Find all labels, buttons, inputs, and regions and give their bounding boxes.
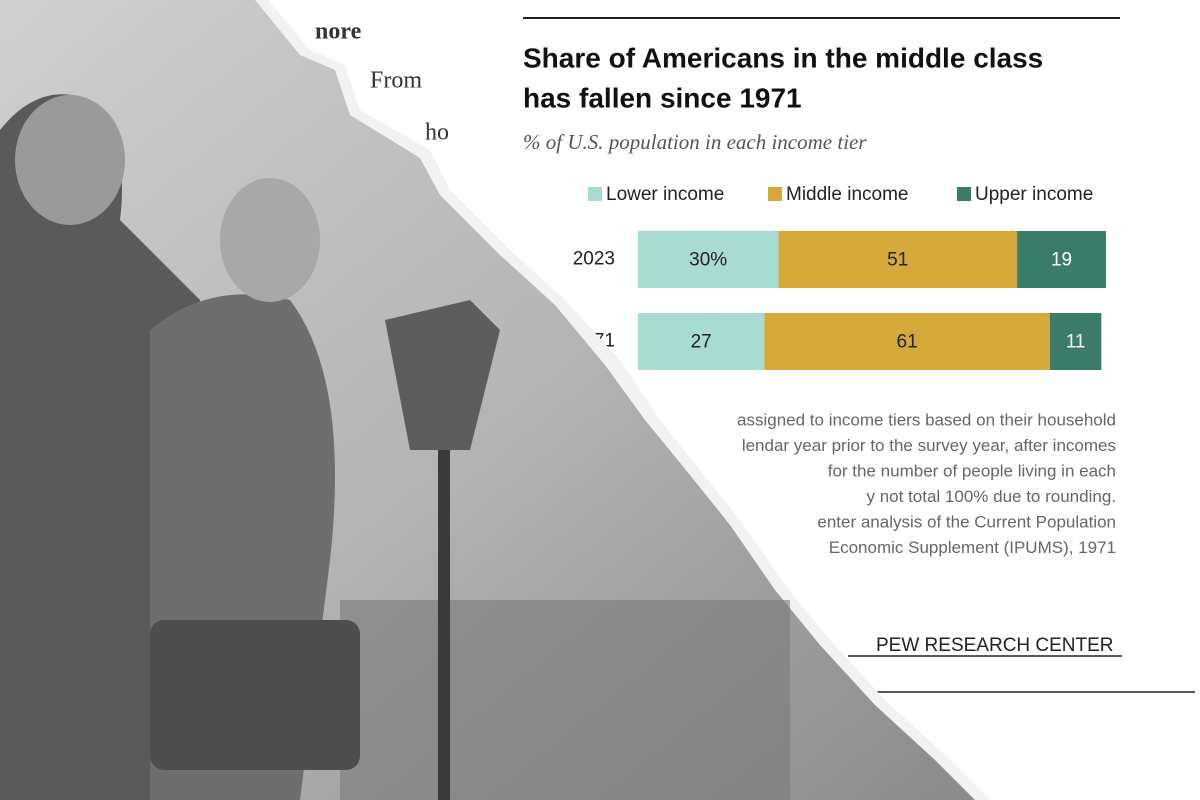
chart-title: has fallen since 1971 [523,82,802,113]
woman-head [220,178,320,302]
chart-subtitle: % of U.S. population in each income tier [523,130,867,154]
bar-segment [638,231,779,288]
data-label: 27 [691,332,712,353]
lamp [385,300,500,450]
article-text: ho [425,120,449,146]
data-label: 61 [897,332,918,353]
legend-label: Upper income [975,184,1093,205]
article-fragments: nore From ho [315,19,449,146]
note: for the number of people living in each [828,461,1116,480]
note: lendar year prior to the survey year, af… [742,436,1116,455]
legend-label: Lower income [606,184,724,205]
legend-swatch [768,187,782,201]
handbag [150,620,360,770]
note: enter analysis of the Current Population [817,512,1116,531]
category-label: 2023 [573,249,615,270]
data-label: 19 [1051,250,1072,271]
article-text: nore [315,19,362,45]
legend-swatch [957,187,971,201]
photo [0,0,990,800]
bar-segment [764,313,1050,370]
man-head [15,95,125,225]
bar-segment [1017,231,1106,288]
note: assigned to income tiers based on their … [737,410,1116,429]
data-label: 51 [887,250,908,271]
bar-segment [778,231,1018,288]
source: PEW RESEARCH CENTER [876,635,1114,656]
chart-title: Share of Americans in the middle class [523,42,1043,73]
note: Economic Supplement (IPUMS), 1971 [829,538,1116,557]
lamp-post [438,430,450,800]
data-label: 11 [1066,332,1086,353]
article-text: From [370,68,422,94]
bar-segment [638,313,765,370]
bar-segment [1049,313,1102,370]
note: y not total 100% due to rounding. [866,487,1116,506]
chart: Lower income Middle income Upper income 202… [573,184,1116,557]
legend-swatch [588,187,602,201]
data-label: 30% [689,250,727,271]
hedge [340,600,790,800]
legend-label: Middle income [786,184,909,205]
